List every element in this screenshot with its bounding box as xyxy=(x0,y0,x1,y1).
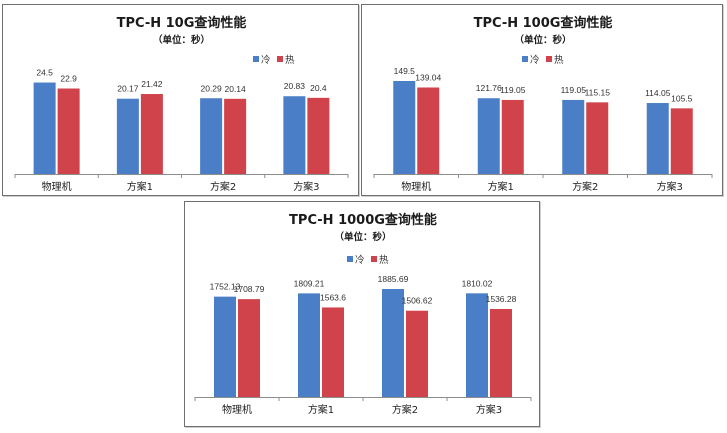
chart-title: TPC-H 1000G查询性能 xyxy=(289,212,437,228)
bar-cold xyxy=(298,293,320,397)
bar-cold xyxy=(33,82,56,174)
data-label-hot: 20.4 xyxy=(310,83,327,93)
data-label-hot: 1708.79 xyxy=(234,284,265,294)
bar-cold xyxy=(466,293,488,397)
bar-cold xyxy=(214,296,236,397)
data-label-hot: 1506.62 xyxy=(402,296,433,306)
legend-swatch-cold xyxy=(253,56,259,62)
category-label: 物理机 xyxy=(401,180,431,193)
category-label: 方案1 xyxy=(308,403,334,416)
category-label: 方案3 xyxy=(476,403,502,416)
bar-hot xyxy=(307,97,330,174)
bar-hot xyxy=(501,99,524,174)
data-label-hot: 22.9 xyxy=(60,74,77,84)
legend-swatch-hot xyxy=(371,256,377,262)
bar-hot xyxy=(586,102,609,174)
legend-label-hot: 热 xyxy=(285,54,295,66)
category-label: 物理机 xyxy=(42,180,72,193)
data-label-cold: 119.05 xyxy=(561,85,587,95)
data-label-hot: 1563.6 xyxy=(320,292,346,302)
data-label-hot: 21.42 xyxy=(141,79,163,89)
legend-label-cold: 冷 xyxy=(530,54,540,66)
legend-label-cold: 冷 xyxy=(261,54,271,66)
legend-label-hot: 热 xyxy=(379,254,389,266)
data-label-cold: 1810.02 xyxy=(462,278,493,288)
category-label: 物理机 xyxy=(222,403,252,416)
category-label: 方案3 xyxy=(657,180,683,193)
data-label-hot: 1536.28 xyxy=(486,294,517,304)
bar-hot xyxy=(417,87,440,174)
bar-hot xyxy=(670,108,693,174)
data-label-cold: 20.83 xyxy=(284,81,306,91)
legend-swatch-cold xyxy=(522,56,528,62)
data-label-hot: 20.14 xyxy=(224,84,246,94)
category-label: 方案2 xyxy=(572,180,598,193)
bar-hot xyxy=(224,98,247,174)
chart-title: TPC-H 10G查询性能 xyxy=(117,15,247,31)
data-label-cold: 24.5 xyxy=(36,68,53,78)
bar-hot xyxy=(490,309,512,397)
category-label: 方案1 xyxy=(488,180,514,193)
category-label: 方案3 xyxy=(293,180,319,193)
bar-hot xyxy=(140,94,163,174)
chart-subtitle: （单位：秒） xyxy=(334,231,391,243)
legend-swatch-hot xyxy=(277,56,283,62)
chart-panel-100g: TPC-H 100G查询性能 （单位：秒） 冷 热 149.5 139.04 物理机 121.… xyxy=(361,4,723,196)
bar-hot xyxy=(406,310,428,397)
data-label-cold: 149.5 xyxy=(394,66,416,76)
data-label-cold: 1752.13 xyxy=(210,282,241,292)
chart-svg-10g: TPC-H 10G查询性能 （单位：秒） 冷 热 24.5 22.9 物理机 20.17 21.… xyxy=(14,15,349,193)
category-label: 方案2 xyxy=(392,403,418,416)
data-label-hot: 139.04 xyxy=(415,72,441,82)
bar-cold xyxy=(283,96,306,174)
category-label: 方案2 xyxy=(210,180,236,193)
chart-subtitle: （单位：秒） xyxy=(153,34,210,46)
data-label-hot: 119.05 xyxy=(500,85,526,95)
chart-panel-1000g: TPC-H 1000G查询性能 （单位：秒） 冷 热 1752.13 1708.79 物理机… xyxy=(184,201,540,427)
data-label-cold: 1809.21 xyxy=(294,278,325,288)
bar-hot xyxy=(57,88,80,174)
bar-hot xyxy=(322,307,344,397)
data-label-cold: 20.17 xyxy=(117,84,139,94)
data-label-cold: 121.76 xyxy=(476,83,502,93)
legend-label-hot: 热 xyxy=(554,54,564,66)
category-label: 方案1 xyxy=(127,180,153,193)
bar-cold xyxy=(200,98,223,174)
data-label-cold: 1885.69 xyxy=(378,274,409,284)
bar-cold xyxy=(382,289,404,397)
chart-subtitle: （单位：秒） xyxy=(514,34,571,46)
data-label-cold: 114.05 xyxy=(645,88,671,98)
data-label-cold: 20.29 xyxy=(200,83,222,93)
bar-cold xyxy=(393,80,416,174)
chart-panel-10g: TPC-H 10G查询性能 （单位：秒） 冷 热 24.5 22.9 物理机 20.17 21.… xyxy=(2,4,359,196)
data-label-hot: 105.5 xyxy=(671,93,693,103)
bar-cold xyxy=(477,98,500,174)
legend-swatch-cold xyxy=(347,256,353,262)
bar-cold xyxy=(116,98,139,174)
bar-cold xyxy=(562,99,585,174)
bar-cold xyxy=(646,103,669,174)
legend-label-cold: 冷 xyxy=(355,254,365,266)
legend-swatch-hot xyxy=(546,56,552,62)
bar-hot xyxy=(238,299,260,397)
chart-title: TPC-H 100G查询性能 xyxy=(474,15,613,31)
data-label-hot: 115.15 xyxy=(585,87,611,97)
